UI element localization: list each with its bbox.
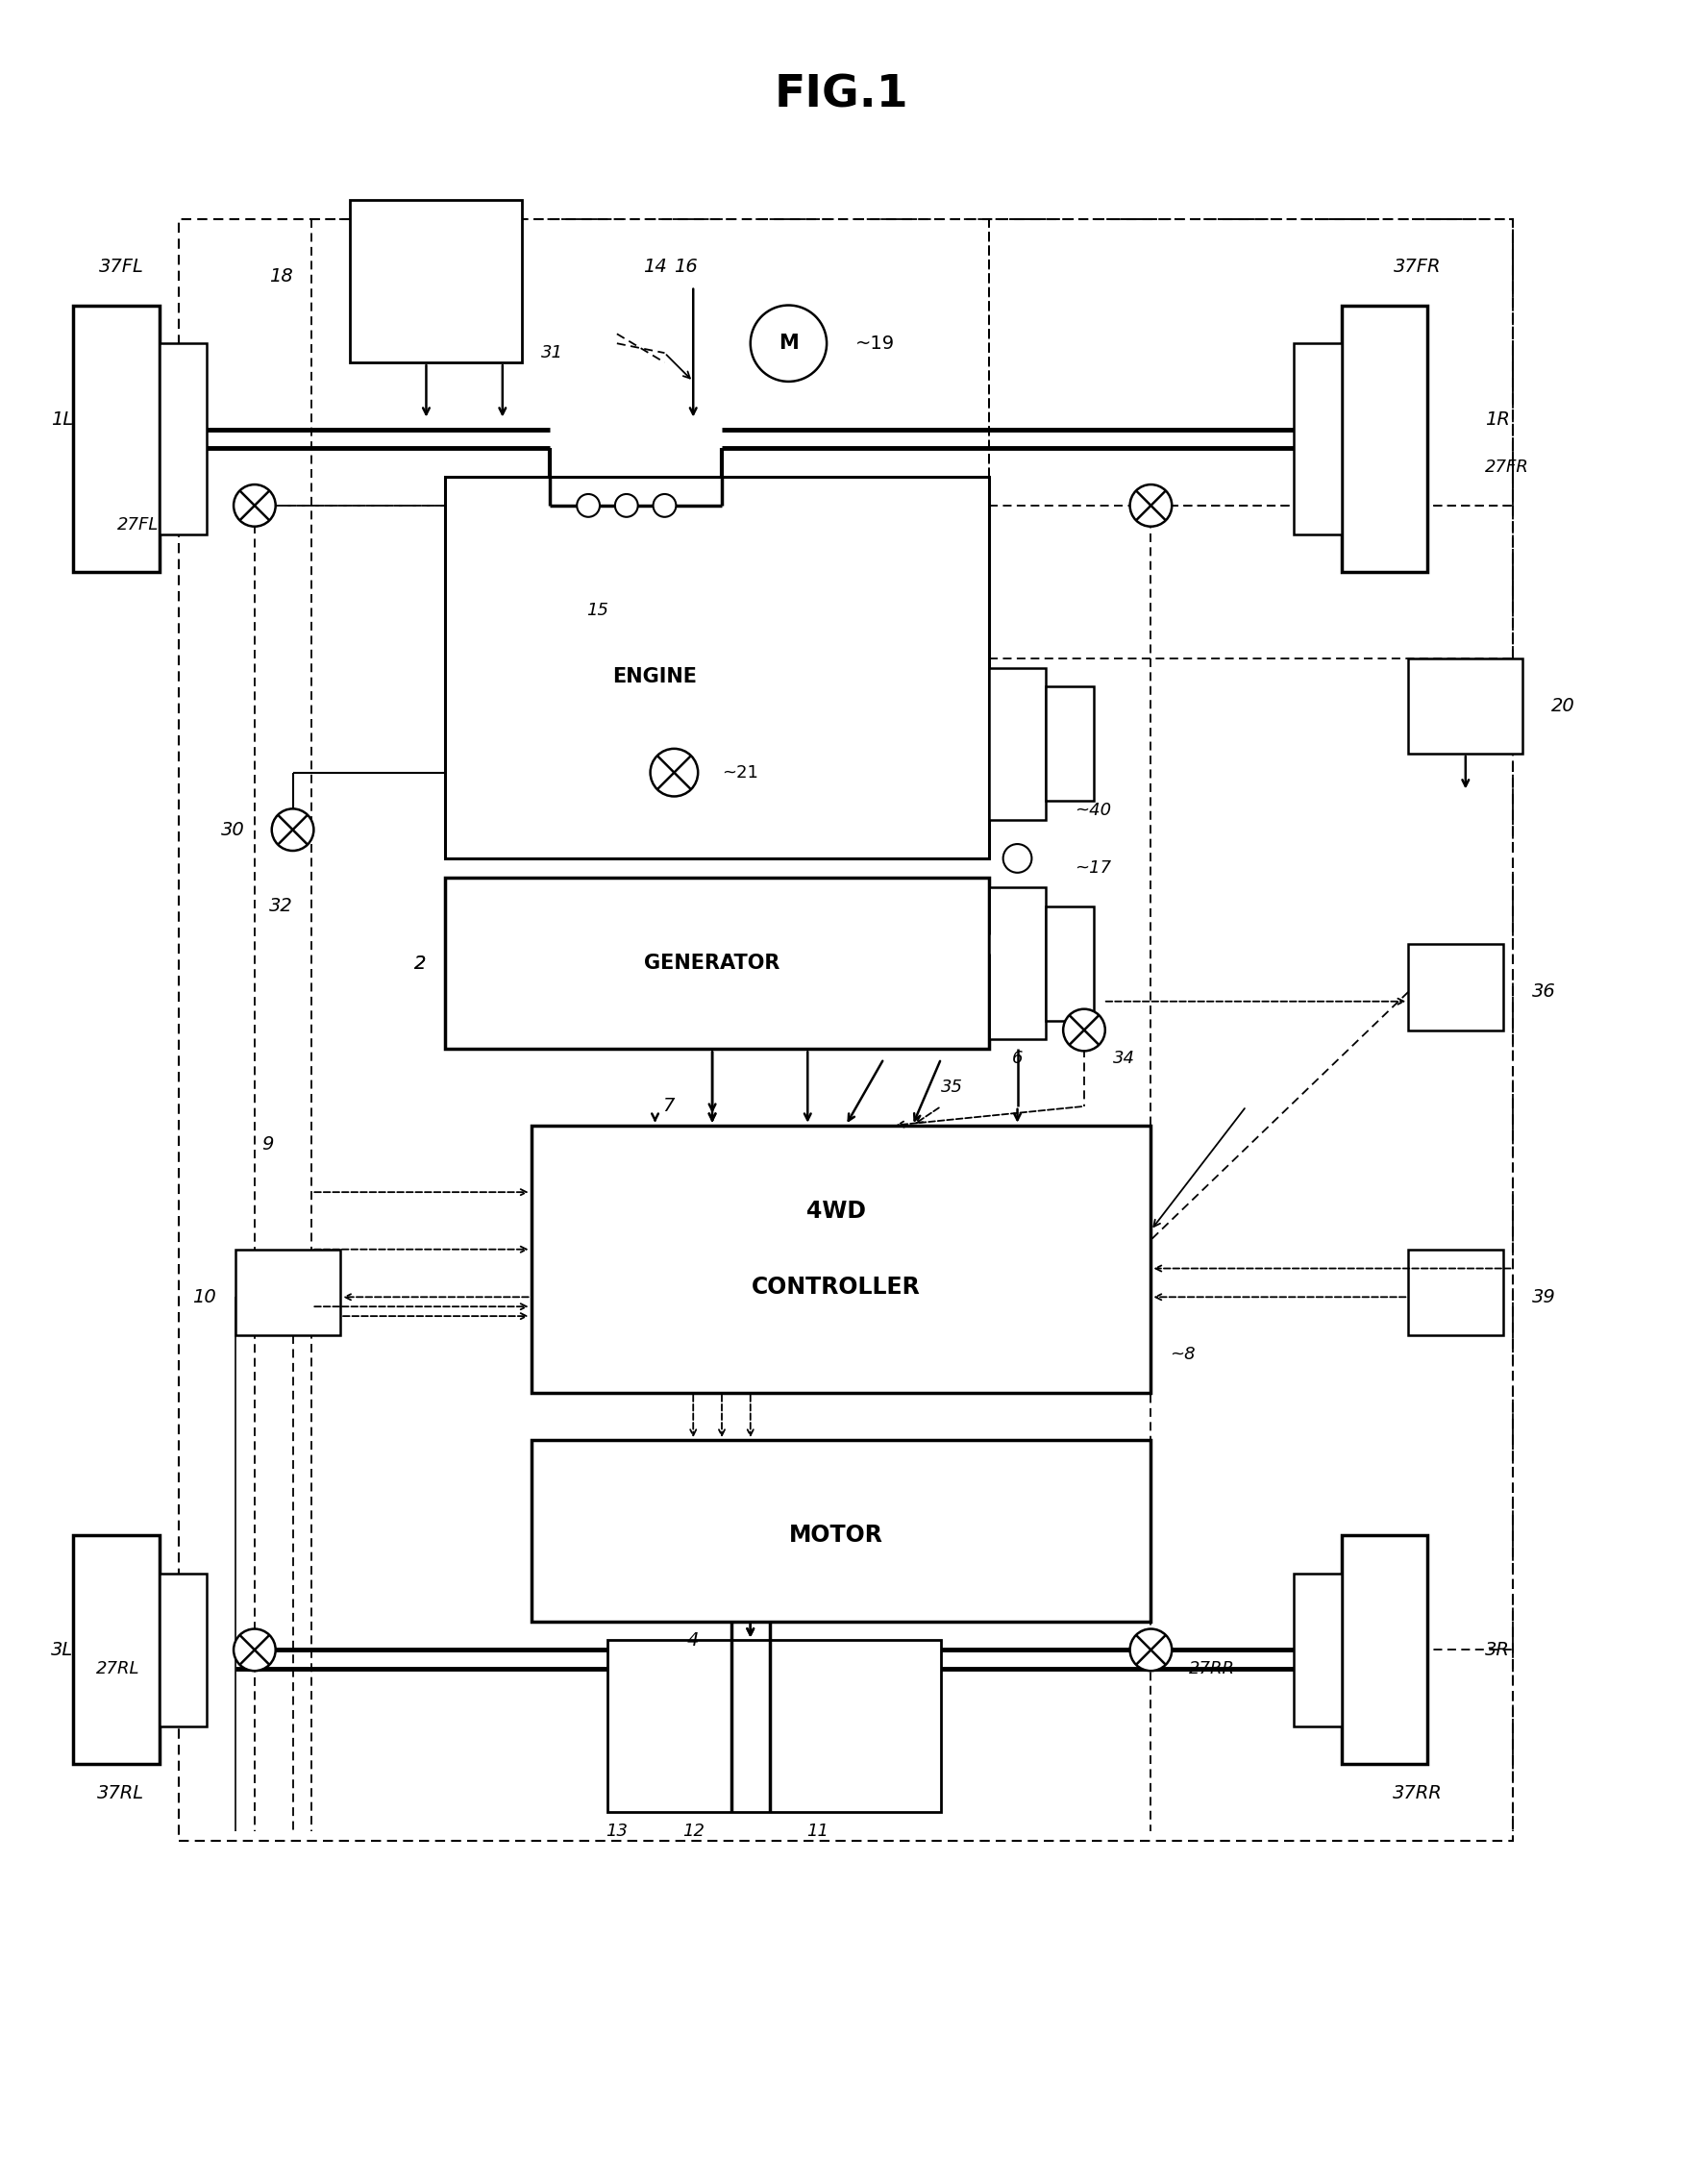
Text: 7: 7 [663,1096,674,1116]
Bar [607,1640,942,1813]
Text: 37FL: 37FL [99,258,143,275]
Text: 34: 34 [1113,1051,1135,1068]
Text: 27FL: 27FL [118,515,160,533]
Bar [1342,1535,1428,1765]
Text: 2: 2 [414,954,426,972]
Bar [532,1439,1150,1621]
Text: ~8: ~8 [1171,1345,1196,1363]
Bar [178,218,1514,1841]
Bar [350,201,521,363]
Circle shape [750,306,826,382]
Circle shape [272,808,315,852]
Bar [1408,657,1522,753]
Text: 1L: 1L [50,411,74,428]
Bar [74,306,160,572]
Text: 37RL: 37RL [98,1784,145,1802]
Circle shape [234,485,276,526]
Text: ~40: ~40 [1075,802,1112,819]
Text: 14: 14 [643,258,668,275]
Text: 31: 31 [540,345,563,363]
Text: M: M [779,334,799,354]
Bar [446,476,989,858]
Bar [989,218,1514,505]
Text: GENERATOR: GENERATOR [644,954,780,972]
Text: 13: 13 [606,1821,627,1839]
Text: CONTROLLER: CONTROLLER [752,1275,920,1299]
Text: ~17: ~17 [1075,858,1112,876]
Text: 27RR: 27RR [1189,1660,1235,1677]
Bar [160,343,207,535]
Circle shape [234,1629,276,1671]
Text: 16: 16 [674,258,698,275]
Text: 30: 30 [222,821,246,839]
Text: 37FR: 37FR [1394,258,1441,275]
Text: 9: 9 [262,1136,274,1153]
Circle shape [653,494,676,518]
Bar [446,878,989,1048]
Text: 3L: 3L [50,1640,74,1660]
Text: 35: 35 [942,1079,964,1096]
Text: 39: 39 [1532,1289,1556,1306]
Text: 36: 36 [1532,983,1556,1000]
Text: 6: 6 [1013,1051,1023,1068]
Bar [1046,686,1093,802]
Text: 12: 12 [683,1821,705,1839]
Circle shape [651,749,698,797]
Bar [989,887,1046,1040]
Text: 3R: 3R [1485,1640,1509,1660]
Text: FIG.1: FIG.1 [774,74,908,118]
Circle shape [616,494,637,518]
Text: ~21: ~21 [722,764,759,782]
Bar [1293,1575,1342,1725]
Text: ENGINE: ENGINE [612,668,698,686]
Text: 11: 11 [806,1821,828,1839]
Circle shape [1130,1629,1172,1671]
Text: 27RL: 27RL [96,1660,140,1677]
Text: 18: 18 [269,266,293,286]
Bar [1342,306,1428,572]
Bar [989,668,1046,821]
Bar [235,1249,340,1334]
Text: 4: 4 [688,1631,700,1649]
Text: 27FR: 27FR [1485,459,1529,476]
Text: 37RR: 37RR [1393,1784,1443,1802]
Bar [532,1125,1150,1393]
Text: MOTOR: MOTOR [789,1524,883,1546]
Circle shape [1130,485,1172,526]
Text: 10: 10 [193,1289,217,1306]
Bar [1293,343,1342,535]
Text: 1R: 1R [1485,411,1509,428]
Circle shape [577,494,600,518]
Text: 32: 32 [269,898,293,915]
Text: 15: 15 [587,603,609,618]
Text: 20: 20 [1551,697,1574,714]
Bar [989,218,1514,657]
Bar [1046,906,1093,1020]
Circle shape [1063,1009,1105,1051]
Bar [74,1535,160,1765]
Bar [160,1575,207,1725]
Bar [1408,943,1504,1031]
Bar [1408,1249,1504,1334]
Text: 2: 2 [414,954,426,972]
Circle shape [1002,843,1031,874]
Text: ~19: ~19 [856,334,895,352]
Text: 4WD: 4WD [806,1199,866,1223]
